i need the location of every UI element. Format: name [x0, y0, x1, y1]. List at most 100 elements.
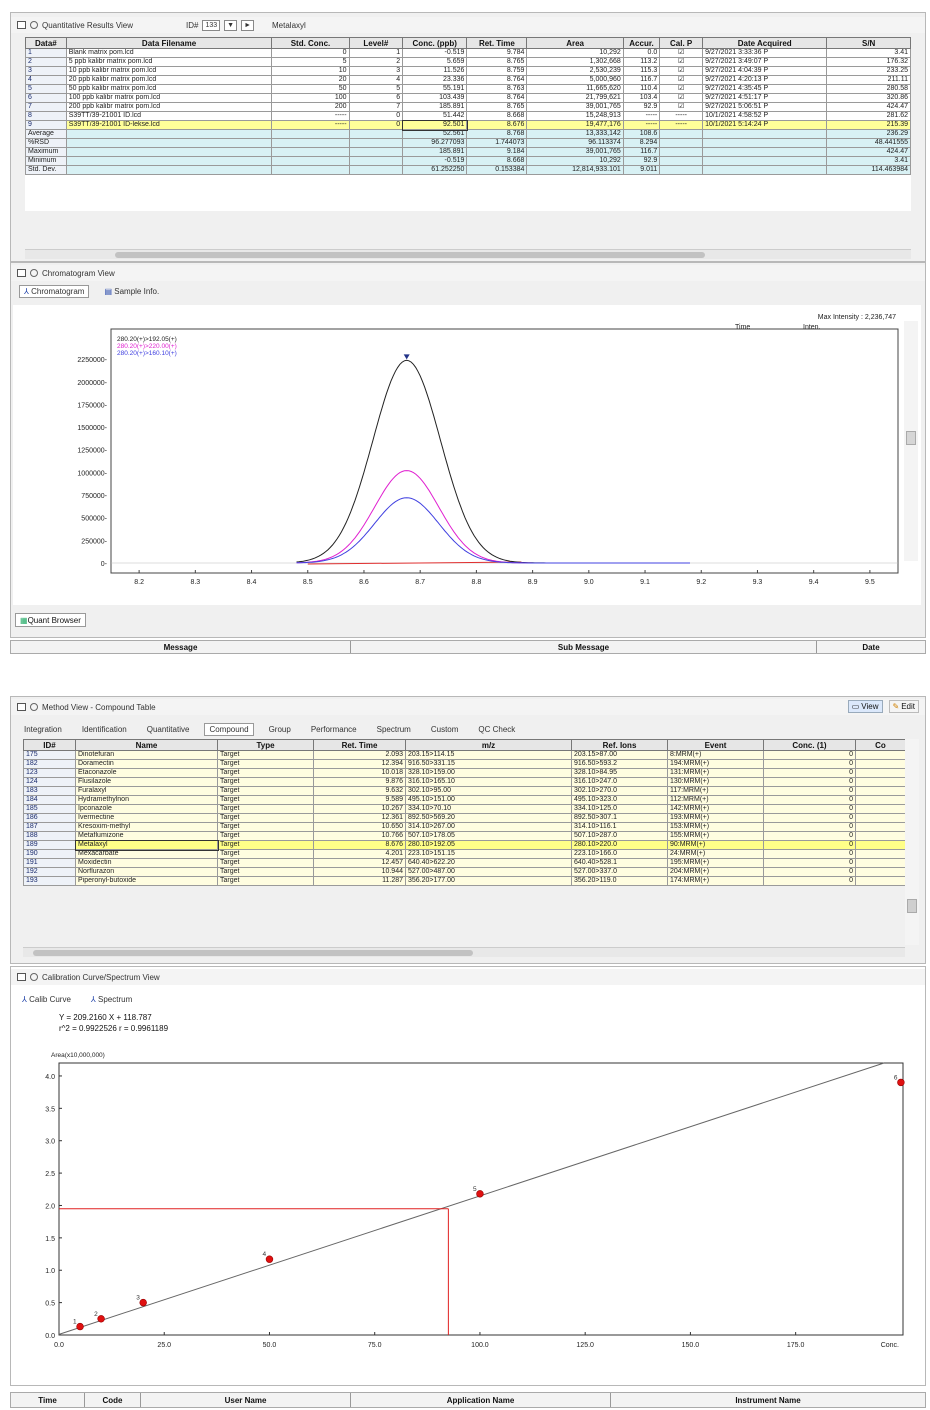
next-compound-button[interactable]: ► [241, 19, 255, 31]
quant-col-header[interactable]: Conc. (ppb) [402, 37, 468, 49]
quant-col-header[interactable]: Ret. Time [466, 37, 528, 49]
quant-col-header[interactable]: Area [526, 37, 624, 49]
tab-integration[interactable]: Integration [24, 725, 62, 734]
quant-col-header[interactable]: Data# [25, 37, 67, 49]
quant-col-header[interactable]: Std. Conc. [271, 37, 350, 49]
edit-button[interactable]: ✎ Edit [888, 700, 919, 713]
cal-point-checkbox[interactable]: ☑ [659, 57, 704, 67]
cal-point-checkbox[interactable]: ☑ [659, 66, 704, 76]
compound-row[interactable]: 193 Piperonyl-butoxide Target 11.287 356.20>… [23, 876, 906, 886]
quant-col-header[interactable]: S/N [826, 37, 911, 49]
compound-row[interactable]: 192 Norflurazon Target 10.944 527.00>487.00 5… [23, 867, 906, 877]
pin-icon[interactable] [30, 21, 38, 29]
quant-row[interactable]: 3 10 ppb kalibr matrix pom.lcd 10 3 11.526 8.… [25, 66, 911, 76]
tab-custom[interactable]: Custom [430, 725, 459, 734]
tab-quantitative[interactable]: Quantitative [146, 725, 190, 734]
quant-row[interactable]: 6 100 ppb kalibr matrix pom.lcd 100 6 103.43… [25, 93, 911, 103]
compound-col-header[interactable]: Ref. Ions [571, 739, 668, 751]
compound-row[interactable]: 183 Furalaxyl Target 9.632 302.10>95.00 302.1… [23, 786, 906, 796]
tab-compound[interactable]: Compound [204, 723, 254, 736]
compound-col-header[interactable]: ID# [23, 739, 76, 751]
cal-point-checkbox[interactable]: ----- [659, 120, 704, 130]
compound-cell: 184 [23, 795, 76, 805]
compound-vscroll-thumb[interactable] [907, 899, 917, 913]
cal-point-checkbox[interactable]: ☑ [659, 102, 704, 112]
compound-col-header[interactable]: Conc. (1) [763, 739, 856, 751]
compound-col-header[interactable]: Ret. Time [313, 739, 406, 751]
compound-row[interactable]: 184 Hydramethylnon Target 9.589 495.10>151.0… [23, 795, 906, 805]
calibration-point[interactable] [897, 1078, 905, 1087]
compound-col-header[interactable]: Type [217, 739, 314, 751]
tab-sample-info[interactable]: ▤ Sample Info. [99, 285, 164, 298]
quant-col-header[interactable]: Level# [348, 37, 404, 49]
compound-row[interactable]: 191 Moxidectin Target 12.457 640.40>622.20 64… [23, 858, 906, 868]
quant-hscroll-thumb[interactable] [115, 252, 705, 258]
compound-row[interactable]: 187 Kresoxim-methyl Target 10.650 314.10>267… [23, 822, 906, 832]
quant-hscrollbar[interactable] [25, 249, 911, 259]
compound-col-header[interactable]: Co [855, 739, 906, 751]
pin-icon[interactable] [30, 973, 38, 981]
quant-row[interactable]: 5 50 ppb kalibr matrix pom.lcd 50 5 55.191 8.… [25, 84, 911, 94]
calibration-point[interactable] [265, 1255, 274, 1263]
calibration-point[interactable] [97, 1315, 105, 1323]
calibration-plot[interactable]: Area(x10,000,000) 4.0 3.5 3.0 2.5 2.0 1.5 1.0 0.… [13, 1039, 923, 1369]
calibration-point[interactable] [76, 1322, 84, 1331]
compound-col-header[interactable]: m/z [405, 739, 572, 751]
compound-col-header[interactable]: Event [667, 739, 764, 751]
compound-row[interactable]: 175 Dinotefuran Target 2.093 203.15>114.15 20… [23, 750, 906, 760]
chromatogram-plot[interactable]: 2250000- 2000000- 1750000- 1500000- 1250000-… [13, 305, 921, 605]
quant-row[interactable]: 4 20 ppb kalibr matrix pom.lcd 20 4 23.336 8.… [25, 75, 911, 85]
quant-col-header[interactable]: Date Acquired [702, 37, 828, 49]
chromatogram-trace[interactable] [307, 561, 522, 565]
chromatogram-trace[interactable] [296, 497, 691, 564]
compound-col-header[interactable]: Name [75, 739, 218, 751]
chromatogram-plot-area[interactable]: 2250000- 2000000- 1750000- 1500000- 1250000-… [13, 305, 921, 605]
tab-calib-curve[interactable]: ⅄ Calib Curve [17, 993, 76, 1006]
compound-row[interactable]: 188 Metaflumizone Target 10.766 507.10>178.0… [23, 831, 906, 841]
compound-row[interactable]: 123 Etaconazole Target 10.018 328.10>159.00 3… [23, 768, 906, 778]
tab-performance[interactable]: Performance [310, 725, 357, 734]
cal-point-checkbox[interactable]: ☑ [659, 84, 704, 94]
compound-row[interactable]: 124 Flusilazole Target 9.876 316.10>165.10 31… [23, 777, 906, 787]
ion-id-field[interactable]: 133 [202, 19, 221, 31]
quant-col-header[interactable]: Cal. P [659, 37, 704, 49]
cal-point-checkbox[interactable]: ----- [659, 111, 704, 121]
cal-point-checkbox[interactable]: ☑ [659, 48, 704, 58]
prev-compound-button[interactable]: ▼ [224, 19, 238, 31]
quant-col-header[interactable]: Accur. [622, 37, 661, 49]
pin-icon[interactable] [30, 269, 38, 277]
quant-col-header[interactable]: Data Filename [65, 37, 273, 49]
chromatogram-vscroll-thumb[interactable] [906, 431, 916, 445]
cal-point-checkbox[interactable]: ☑ [659, 75, 704, 85]
panel-menu-icon[interactable] [17, 703, 26, 711]
panel-menu-icon[interactable] [17, 21, 26, 29]
panel-menu-icon[interactable] [17, 269, 26, 277]
compound-row[interactable]: 182 Doramectin Target 12.394 916.50>331.15 91… [23, 759, 906, 769]
calibration-point[interactable] [476, 1190, 484, 1198]
compound-hscrollbar[interactable] [23, 947, 905, 957]
quant-row[interactable]: 8 S39TT/39-21001 ID.lcd ----- 0 51.442 8.668 1… [25, 111, 911, 121]
cal-point-checkbox[interactable]: ☑ [659, 93, 704, 103]
compound-vscrollbar[interactable] [905, 739, 919, 945]
compound-row[interactable]: 186 Ivermectine Target 12.361 892.50>569.20 8… [23, 813, 906, 823]
tab-identification[interactable]: Identification [81, 725, 127, 734]
compound-hscroll-thumb[interactable] [33, 950, 473, 956]
compound-row[interactable]: 190 Mexacarbate Target 4.201 223.10>151.15 22… [23, 849, 906, 859]
tab-qc-check[interactable]: QC Check [478, 725, 516, 734]
tab-spectrum[interactable]: ⅄ Spectrum [86, 993, 137, 1006]
quant-row[interactable]: 7 200 ppb kalibr matrix pom.lcd 200 7 185.89… [25, 102, 911, 112]
view-button[interactable]: ▭ View [847, 700, 883, 713]
compound-row[interactable]: 185 Ipconazole Target 10.267 334.10>70.10 334… [23, 804, 906, 814]
panel-menu-icon[interactable] [17, 973, 26, 981]
calibration-point[interactable] [139, 1298, 147, 1307]
chromatogram-vscrollbar[interactable] [904, 321, 918, 561]
quant-row[interactable]: 1 Blank matrix pom.lcd 0 1 -0.519 9.784 10,292… [25, 48, 911, 58]
pin-icon[interactable] [30, 703, 38, 711]
quant-row[interactable]: 9 S39TT/39-21001 ID-lekse.lcd ----- 0 92.501… [25, 119, 911, 131]
tab-group[interactable]: Group [268, 725, 291, 734]
compound-row[interactable]: 189 Metalaxyl Target 8.676 280.10>192.05 280.… [23, 839, 906, 851]
tab-spectrum[interactable]: Spectrum [376, 725, 411, 734]
tab-chromatogram[interactable]: ⅄ Chromatogram [19, 285, 90, 298]
quant-browser-tab[interactable]: ▦ Quant Browser [15, 613, 86, 627]
